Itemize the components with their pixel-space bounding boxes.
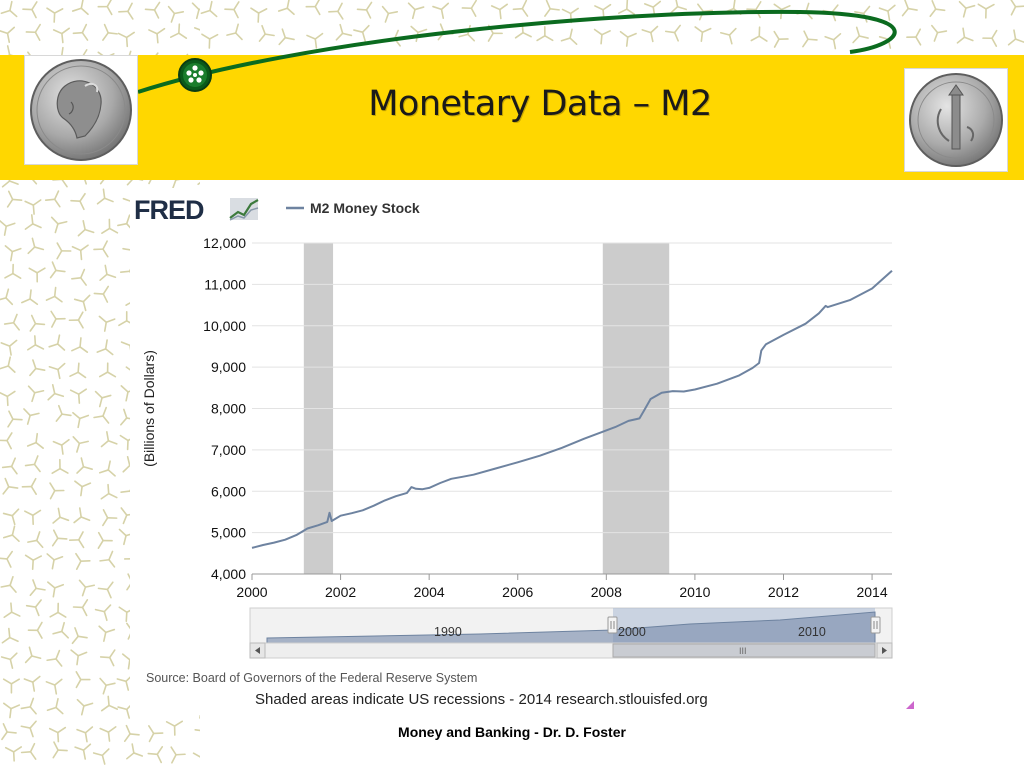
scrollbar-grip: III — [739, 646, 747, 656]
y-tick-label-5000: 5,000 — [211, 525, 246, 541]
m2-line-chart: FRED M2 Money Stock 4,000 5,000 6,000 7,000… — [134, 195, 893, 708]
x-tick-label-2012: 2012 — [768, 584, 799, 600]
scrollbar-thumb[interactable] — [612, 643, 876, 658]
fred-logo-text: FRED — [134, 195, 204, 225]
x-tick-label-2010: 2010 — [679, 584, 710, 600]
y-tick-label-10000: 10,000 — [203, 318, 246, 334]
slide-footer: Money and Banking - Dr. D. Foster — [398, 724, 626, 740]
slide-title: Monetary Data – M2 — [368, 84, 712, 124]
scroll-right-arrow-icon — [882, 647, 887, 654]
navigator-label-2010: 2010 — [798, 625, 826, 639]
navigator-handle-right[interactable] — [870, 616, 881, 634]
y-tick-label-4000: 4,000 — [211, 566, 246, 582]
x-tick-label-2002: 2002 — [325, 584, 356, 600]
legend-label-m2: M2 Money Stock — [310, 200, 420, 216]
x-tick-label-2000: 2000 — [236, 584, 267, 600]
y-tick-label-11000: 11,000 — [204, 276, 246, 292]
fred-chart-panel: FRED M2 Money Stock 4,000 5,000 6,000 7,000… — [130, 188, 900, 715]
navigator-label-2000: 2000 — [618, 625, 646, 639]
coin-image-right — [904, 68, 1008, 172]
navigator-handle-left[interactable] — [607, 616, 618, 634]
recession-note-text: Shaded areas indicate US recessions - 20… — [255, 691, 708, 708]
navigator-scrollbar[interactable]: III — [249, 642, 893, 659]
scroll-left-button[interactable] — [249, 642, 266, 659]
range-navigator[interactable]: 1990 2000 2010 — [249, 607, 893, 645]
y-tick-label-6000: 6,000 — [211, 483, 246, 499]
small-corner-mark-icon — [906, 701, 914, 709]
y-tick-label-7000: 7,000 — [211, 442, 246, 458]
orbit-swoosh — [137, 9, 897, 94]
source-text: Source: Board of Governors of the Federa… — [146, 671, 477, 685]
navigator-label-1990: 1990 — [434, 625, 462, 639]
x-tick-label-2014: 2014 — [856, 584, 887, 600]
coin-image-left — [24, 55, 138, 165]
series-line-m2-money-stock — [251, 269, 893, 549]
x-tick-label-2006: 2006 — [502, 584, 533, 600]
y-axis-title: (Billions of Dollars) — [141, 350, 157, 467]
y-tick-label-8000: 8,000 — [211, 401, 246, 417]
mercury-dime-reverse-icon — [909, 73, 1003, 167]
fred-logo-chart-icon — [229, 198, 259, 221]
mercury-dime-obverse-icon — [30, 59, 132, 161]
x-tick-label-2008: 2008 — [591, 584, 622, 600]
y-tick-label-9000: 9,000 — [211, 359, 246, 375]
x-tick-label-2004: 2004 — [414, 584, 445, 600]
plot-area: 4,000 5,000 6,000 7,000 8,000 9,000 10,000 11,0… — [141, 235, 893, 600]
scroll-left-arrow-icon — [255, 647, 260, 654]
emblem-icon — [178, 58, 212, 92]
y-tick-label-12000: 12,000 — [203, 235, 246, 251]
title-banner — [0, 55, 1024, 180]
scroll-right-button[interactable] — [876, 642, 893, 659]
